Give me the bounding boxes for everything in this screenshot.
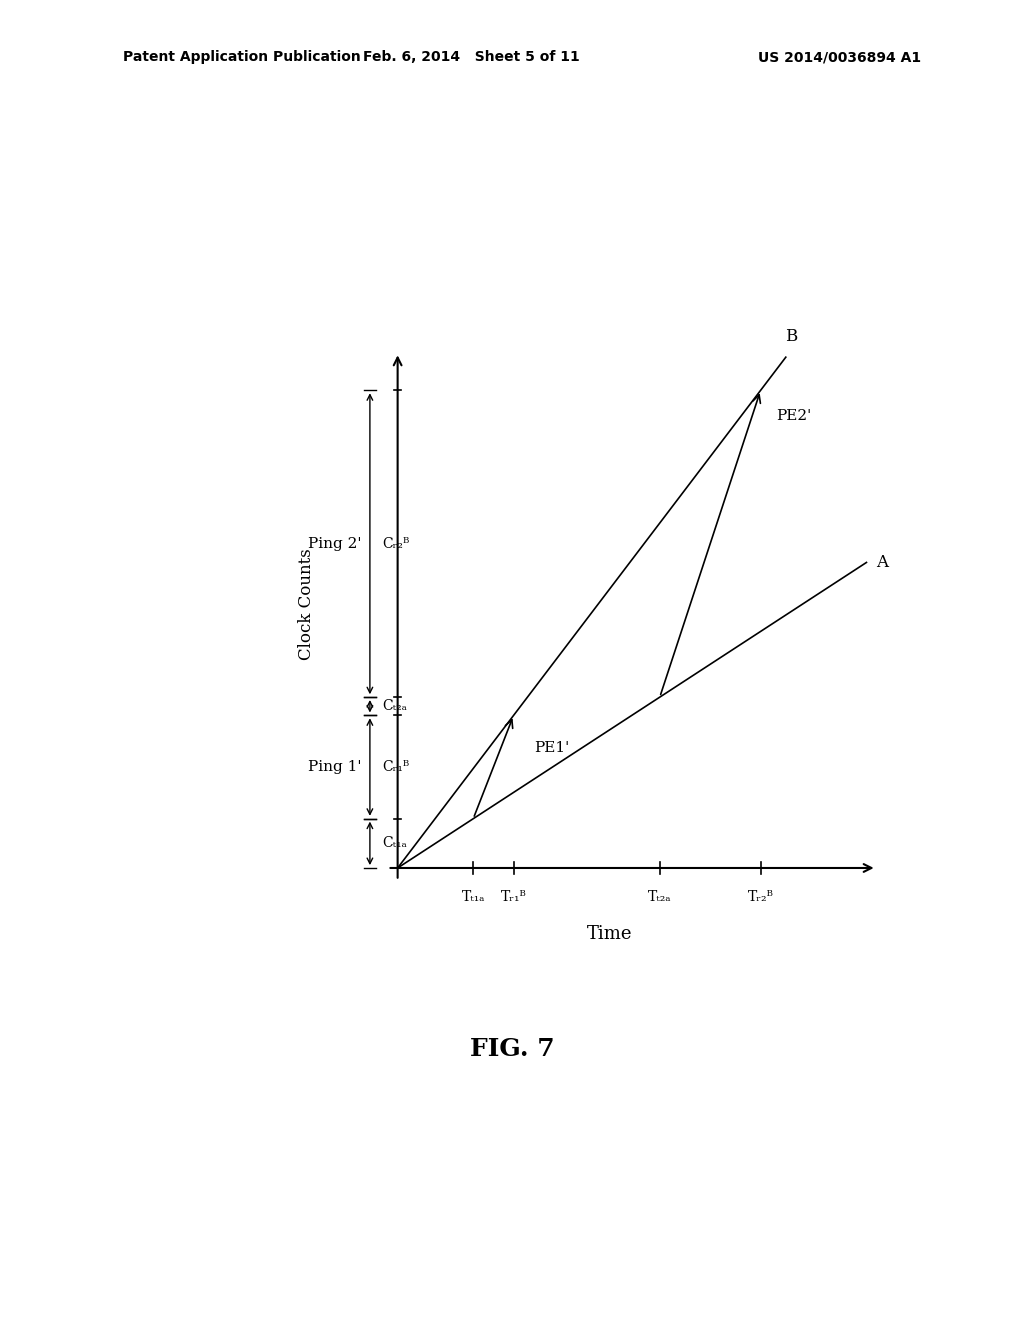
Text: Cᵣ₂ᴮ: Cᵣ₂ᴮ	[382, 537, 410, 550]
Text: FIG. 7: FIG. 7	[470, 1038, 554, 1061]
Text: Time: Time	[587, 925, 632, 942]
Text: A: A	[877, 554, 889, 572]
Text: US 2014/0036894 A1: US 2014/0036894 A1	[758, 50, 922, 65]
Text: Ping 1': Ping 1'	[308, 760, 361, 774]
Text: Tₜ₁ₐ: Tₜ₁ₐ	[462, 890, 485, 904]
Text: Patent Application Publication: Patent Application Publication	[123, 50, 360, 65]
Text: Tᵣ₁ᴮ: Tᵣ₁ᴮ	[501, 890, 526, 904]
Text: Feb. 6, 2014   Sheet 5 of 11: Feb. 6, 2014 Sheet 5 of 11	[362, 50, 580, 65]
Text: PE1': PE1'	[534, 741, 569, 755]
Text: Tₜ₂ₐ: Tₜ₂ₐ	[648, 890, 672, 904]
Text: Cᵣ₁ᴮ: Cᵣ₁ᴮ	[382, 760, 410, 774]
Text: B: B	[784, 327, 797, 345]
Text: Cₜ₂ₐ: Cₜ₂ₐ	[382, 700, 407, 713]
Text: Tᵣ₂ᴮ: Tᵣ₂ᴮ	[748, 890, 773, 904]
Text: Ping 2': Ping 2'	[308, 537, 361, 550]
Text: Cₜ₁ₐ: Cₜ₁ₐ	[382, 837, 407, 850]
Text: PE2': PE2'	[776, 409, 811, 424]
Text: Clock Counts: Clock Counts	[298, 549, 315, 660]
